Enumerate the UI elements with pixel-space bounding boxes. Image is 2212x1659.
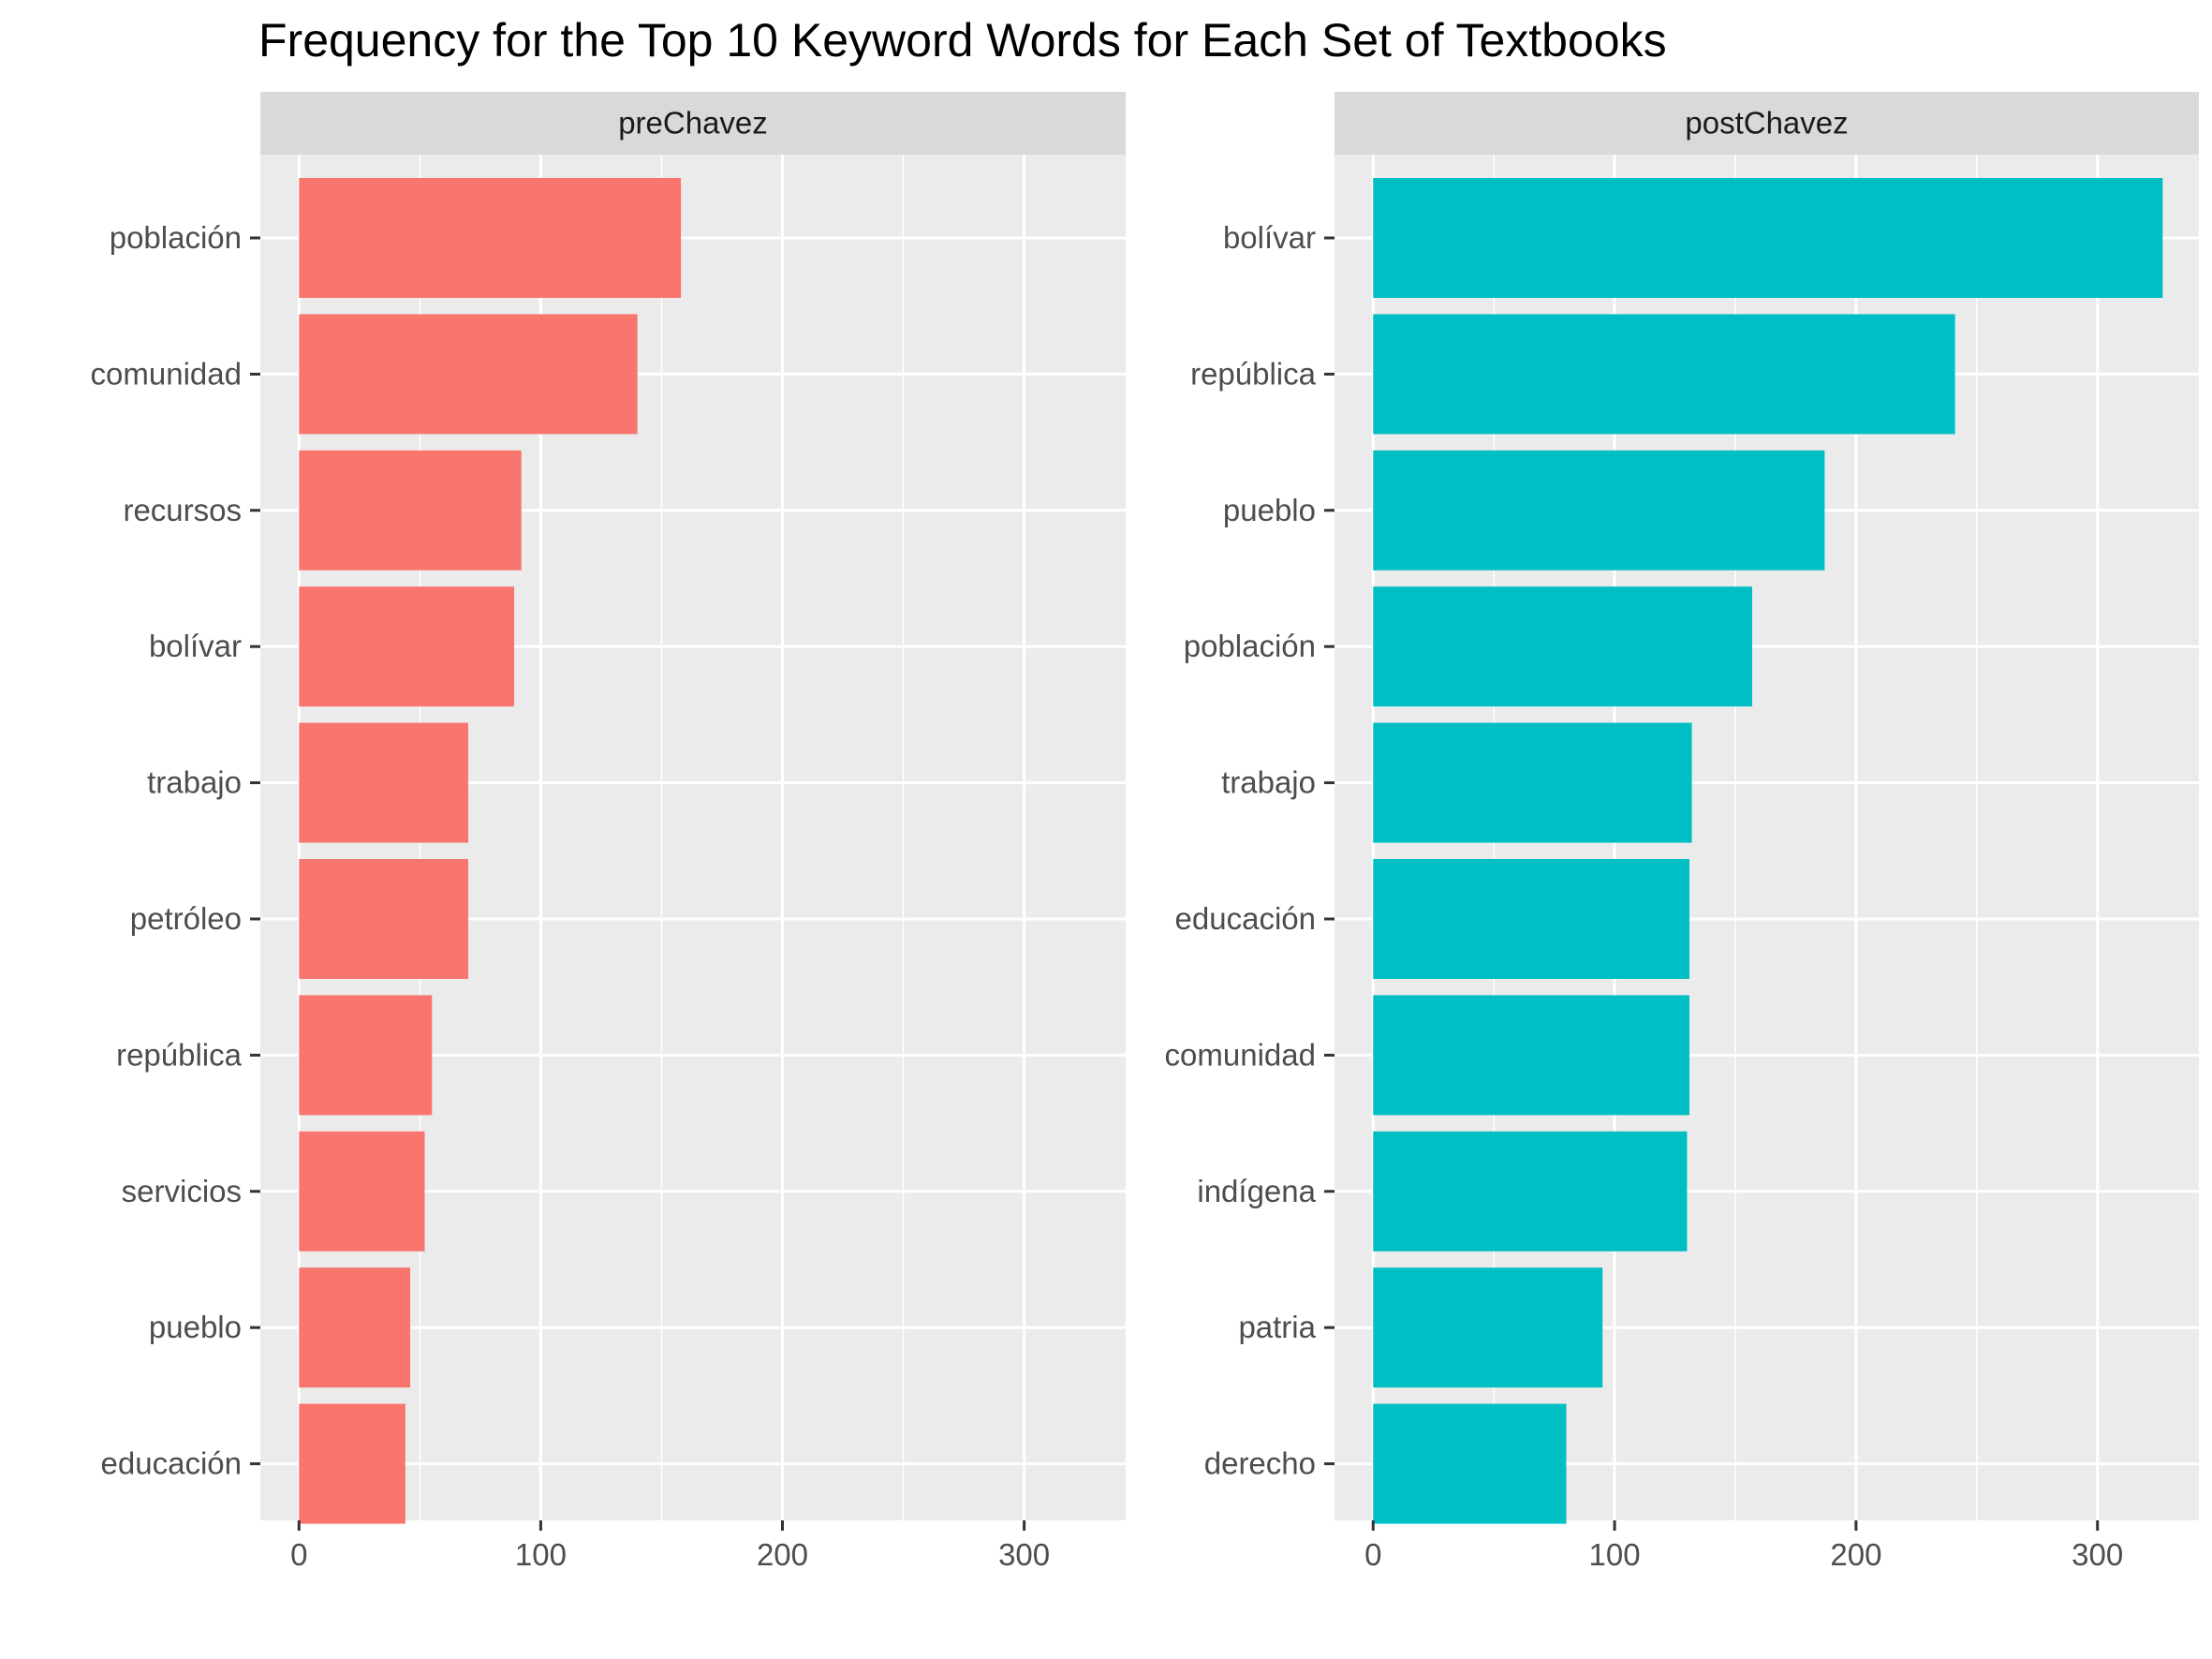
bar-comunidad	[299, 314, 638, 435]
bar-trabajo	[1373, 722, 1692, 843]
y-tick-label: derecho	[1204, 1446, 1316, 1481]
x-tick-label: 300	[998, 1537, 1050, 1572]
y-tick-label: educación	[1175, 901, 1316, 936]
facet-postChavez: postChavez bolívar república pueblo població…	[1165, 92, 2199, 1572]
facets: preChavez población comunidad recursos bolív…	[91, 92, 2199, 1572]
bar-derecho	[1373, 1403, 1567, 1524]
facet-preChavez: preChavez población comunidad recursos bolív…	[91, 92, 1126, 1572]
bar-pueblo	[299, 1267, 411, 1388]
y-tick-label: bolívar	[1223, 220, 1316, 255]
y-tick-label: comunidad	[91, 356, 242, 391]
y-tick-label: población	[1184, 629, 1316, 663]
bar-república	[299, 995, 433, 1116]
y-tick-label: trabajo	[1221, 765, 1316, 800]
x-tick-label: 200	[757, 1537, 808, 1572]
facet-strip	[1335, 92, 2199, 155]
y-tick-label: población	[110, 220, 242, 255]
x-tick-label: 0	[1364, 1537, 1381, 1572]
y-tick-label: república	[1190, 356, 1317, 391]
x-tick-label: 200	[1830, 1537, 1881, 1572]
bar-educación	[1373, 859, 1689, 979]
bar-patria	[1373, 1267, 1603, 1388]
bar-indígena	[1373, 1131, 1688, 1252]
y-tick-label: pueblo	[1223, 493, 1316, 527]
y-tick-label: bolívar	[149, 629, 242, 663]
bar-población	[299, 178, 682, 298]
x-tick-label: 100	[1589, 1537, 1641, 1572]
facet-strip-label: preChavez	[618, 106, 768, 141]
y-tick-label: petróleo	[130, 901, 242, 936]
bar-república	[1373, 314, 1955, 435]
bar-bolívar	[1373, 178, 2163, 298]
y-tick-label: recursos	[123, 493, 242, 527]
x-tick-label: 100	[515, 1537, 567, 1572]
bar-trabajo	[299, 722, 468, 843]
y-tick-label: servicios	[122, 1174, 242, 1208]
y-tick-label: comunidad	[1165, 1037, 1316, 1072]
bar-población	[1373, 586, 1753, 707]
facet-strip	[260, 92, 1126, 155]
bar-servicios	[299, 1131, 425, 1252]
y-tick-label: trabajo	[147, 765, 242, 800]
chart-title: Frequency for the Top 10 Keyword Words f…	[258, 14, 1667, 67]
x-tick-label: 0	[290, 1537, 307, 1572]
y-tick-label: patria	[1238, 1310, 1316, 1344]
y-tick-label: indígena	[1197, 1174, 1316, 1208]
x-tick-label: 300	[2072, 1537, 2123, 1572]
bar-bolívar	[299, 586, 515, 707]
y-tick-label: educación	[101, 1446, 242, 1481]
bar-educación	[299, 1403, 406, 1524]
bar-comunidad	[1373, 995, 1689, 1116]
y-tick-label: república	[116, 1037, 243, 1072]
bar-pueblo	[1373, 450, 1825, 570]
facet-strip-label: postChavez	[1685, 106, 1848, 141]
y-tick-label: pueblo	[149, 1310, 242, 1344]
bar-recursos	[299, 450, 522, 570]
bar-petróleo	[299, 859, 468, 979]
